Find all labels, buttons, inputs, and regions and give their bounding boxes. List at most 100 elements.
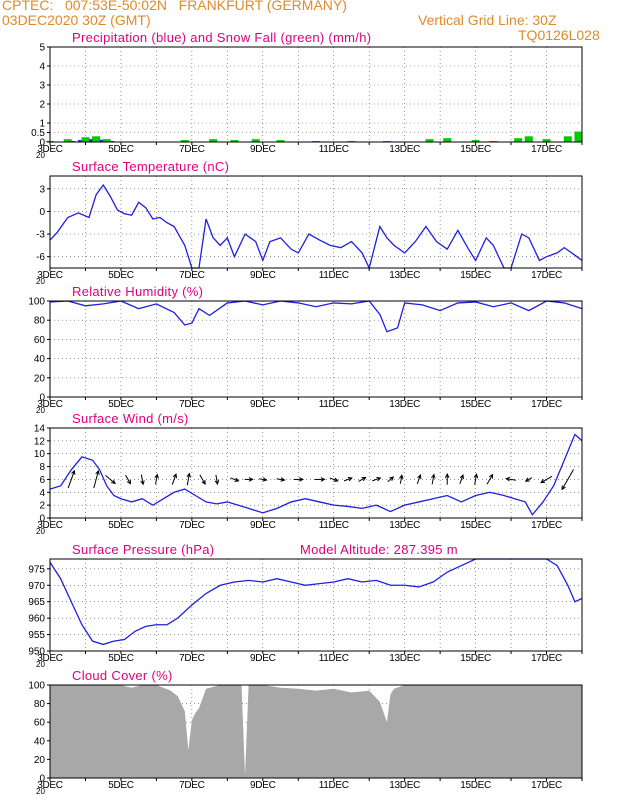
wind-arrowhead: [126, 479, 132, 485]
x-tick-label: 17DEC: [531, 270, 562, 281]
panel-1: 00.51 2 3 4 5 3DEC 5DEC 7DEC 9DEC 11DEC 13DEC 15DEC…: [31, 30, 583, 160]
wind-arrowhead: [347, 477, 353, 482]
wind-shaft: [387, 476, 394, 483]
wind-arrowhead: [186, 472, 191, 478]
y-tick-label: 40: [34, 736, 46, 747]
precip-bar: [102, 139, 111, 142]
wind-vector: [199, 474, 206, 485]
panel-6: 100 80 60 40 20 03DEC 5DEC 7DEC 9DEC 11DEC 13DEC 15…: [28, 668, 583, 796]
precip-bar: [443, 138, 452, 142]
x-tick-label: 11DEC: [319, 520, 349, 531]
precip-bar: [563, 136, 572, 142]
wind-vector: [486, 473, 494, 485]
panel-frame: [49, 684, 583, 779]
y-tick-label: 8: [39, 462, 45, 473]
wind-shaft: [171, 473, 177, 485]
precip-bar: [574, 131, 583, 142]
wind-vector: [314, 477, 326, 482]
panel-frame: [49, 300, 583, 398]
grid-note: Vertical Grid Line: 30Z: [418, 12, 557, 28]
x-tick-label: 17DEC: [531, 144, 562, 155]
x-tick-label: 7DEC: [179, 270, 205, 281]
wind-shaft: [155, 474, 158, 485]
x-tick-label: 7DEC: [179, 653, 205, 664]
y-tick-label: 60: [34, 718, 46, 729]
wind-shaft: [506, 478, 517, 481]
panel-frame: [49, 427, 583, 519]
y-tick-label: 5: [39, 43, 45, 54]
series-line: [49, 433, 583, 516]
wind-vector: [171, 473, 178, 485]
x-tick-label: 17DEC: [531, 653, 562, 664]
panel-frame: [49, 558, 583, 652]
y-tick-label: 3: [39, 81, 45, 92]
y-tick-label: 0: [39, 393, 45, 404]
wind-vector: [372, 476, 382, 482]
y-tick-label: 960: [28, 614, 45, 625]
wind-arrowhead: [248, 477, 254, 482]
wind-vector: [67, 469, 76, 489]
wind-vector: [140, 474, 145, 486]
wind-shaft: [93, 470, 99, 489]
wind-shaft: [540, 475, 553, 483]
y-tick-label: 1: [39, 119, 45, 130]
x-tick-label: 9DEC: [250, 780, 276, 791]
y-tick-label: 970: [28, 581, 45, 592]
panel-title: Relative Humidity (%): [72, 284, 203, 299]
y-tick-label: 20: [34, 373, 46, 384]
year-fragment: 20: [36, 277, 45, 286]
x-tick-label: 15DEC: [460, 520, 491, 531]
wind-shaft: [186, 473, 190, 486]
precip-bar: [230, 140, 239, 142]
wind-vector: [524, 477, 533, 482]
x-tick-label: 9DEC: [250, 399, 276, 410]
x-tick-label: 13DEC: [389, 520, 420, 531]
precip-bar: [180, 140, 189, 142]
y-tick-label: 6: [39, 475, 45, 486]
year-fragment: 20: [36, 527, 45, 536]
y-tick-label: 14: [34, 424, 46, 435]
precip-bar: [63, 139, 72, 142]
wind-arrowhead: [431, 473, 436, 479]
x-tick-label: 5DEC: [108, 653, 134, 664]
y-tick-label: 20: [34, 755, 46, 766]
wind-shaft: [561, 469, 574, 490]
wind-arrowhead: [299, 477, 304, 482]
wind-shaft: [105, 475, 116, 484]
wind-arrowhead: [262, 477, 268, 482]
panel-frame: [49, 175, 583, 269]
x-tick-label: 17DEC: [531, 520, 562, 531]
wind-vector: [473, 473, 479, 485]
wind-arrowhead: [417, 474, 422, 480]
wind-shaft: [525, 477, 533, 482]
wind-shaft: [431, 474, 435, 485]
wind-arrowhead: [540, 478, 546, 484]
x-tick-label: 11DEC: [319, 144, 349, 155]
y-tick-label: 80: [34, 699, 46, 710]
wind-shaft: [125, 474, 131, 484]
x-tick-label: 11DEC: [319, 399, 349, 410]
wind-vector: [105, 475, 116, 485]
x-tick-label: 13DEC: [389, 144, 420, 155]
wind-vector: [329, 477, 339, 482]
year-fragment: 20: [36, 406, 45, 415]
precip-bar: [514, 138, 523, 142]
wind-shaft: [67, 470, 75, 489]
wind-arrowhead: [361, 476, 367, 482]
panel-title: Precipitation (blue) and Snow Fall (gree…: [72, 30, 371, 45]
x-tick-label: 15DEC: [460, 270, 491, 281]
precip-bar: [276, 140, 285, 142]
x-tick-label: 7DEC: [179, 399, 205, 410]
wind-arrowhead: [389, 476, 395, 481]
x-tick-label: 5DEC: [108, 144, 134, 155]
year-fragment: 20: [36, 660, 45, 669]
x-tick-label: 3DEC: [37, 144, 63, 155]
panel-frame: [49, 46, 583, 143]
x-tick-label: 13DEC: [389, 270, 420, 281]
x-tick-label: 13DEC: [389, 399, 420, 410]
wind-vector: [93, 469, 100, 489]
x-tick-label: 15DEC: [460, 399, 491, 410]
wind-vector: [399, 474, 404, 484]
wind-vector: [293, 477, 304, 482]
